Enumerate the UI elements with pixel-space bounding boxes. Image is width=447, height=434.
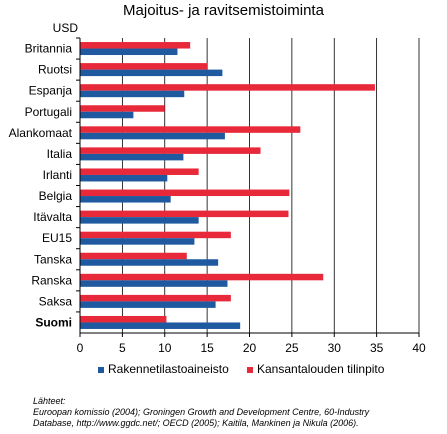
category-label: Ranska — [31, 273, 72, 287]
bar-chart: 0 5 10 15 20 25 30 35 40 USD Britannia Ruotsi Espanj… — [9, 21, 426, 376]
category-label: Itävalta — [33, 210, 72, 224]
category-label: Espanja — [29, 84, 73, 98]
x-tick-label: 30 — [328, 341, 342, 355]
category-label: Suomi — [35, 315, 72, 329]
bar-rakennetilastoaineisto — [80, 259, 219, 266]
bar-kansantalouden-tilinpito — [80, 168, 199, 175]
bar-kansantalouden-tilinpito — [80, 147, 261, 154]
category-label: Alankomaat — [9, 126, 73, 140]
bar-kansantalouden-tilinpito — [80, 231, 231, 239]
bar-rakennetilastoaineisto — [80, 174, 168, 182]
category-label: Belgia — [39, 189, 73, 203]
x-tick-label: 5 — [119, 341, 126, 355]
bar-rakennetilastoaineisto — [80, 132, 225, 140]
x-tick-label: 35 — [370, 341, 384, 355]
bar-kansantalouden-tilinpito — [80, 273, 324, 281]
bar-kansantalouden-tilinpito — [80, 252, 187, 260]
bar-rakennetilastoaineisto — [80, 69, 223, 77]
category-label: Tanska — [34, 252, 72, 266]
x-tick-label: 40 — [412, 341, 426, 355]
category-label: Irlanti — [43, 168, 72, 182]
bar-rakennetilastoaineisto — [80, 301, 216, 308]
sources-note: Lähteet: Euroopan komissio (2004); Groni… — [33, 396, 443, 429]
legend-label-kansantalouden-tilinpito: Kansantalouden tilinpito — [257, 362, 385, 376]
bar-kansantalouden-tilinpito — [80, 42, 191, 49]
legend-label-rakennetilastoaineisto: Rakennetilastoaineisto — [108, 362, 229, 376]
bar-rakennetilastoaineisto — [80, 238, 195, 245]
category-label: Britannia — [25, 42, 73, 56]
legend-swatch-kansantalouden-tilinpito — [247, 367, 253, 373]
bar-kansantalouden-tilinpito — [80, 294, 231, 302]
bar-rakennetilastoaineisto — [80, 280, 228, 287]
bar-rakennetilastoaineisto — [80, 90, 185, 98]
x-tick-label: 10 — [158, 341, 172, 355]
bar-kansantalouden-tilinpito — [80, 210, 289, 218]
sources-heading: Lähteet: — [33, 396, 66, 406]
x-tick-label: 15 — [200, 341, 214, 355]
bar-rakennetilastoaineisto — [80, 196, 171, 203]
x-tick-label: 20 — [243, 341, 257, 355]
category-label: Saksa — [39, 294, 73, 308]
x-tick-label: 25 — [285, 341, 299, 355]
bar-rakennetilastoaineisto — [80, 48, 178, 56]
chart-title: Majoitus- ja ravitsemistoiminta — [123, 2, 324, 19]
bar-rakennetilastoaineisto — [80, 322, 241, 329]
category-label: Ruotsi — [38, 63, 72, 77]
category-label: EU15 — [42, 231, 72, 245]
bar-rakennetilastoaineisto — [80, 111, 134, 119]
bar-rakennetilastoaineisto — [80, 217, 199, 224]
bar-kansantalouden-tilinpito — [80, 189, 290, 197]
unit-label: USD — [53, 21, 79, 35]
bar-kansantalouden-tilinpito — [80, 84, 375, 91]
bar-kansantalouden-tilinpito — [80, 315, 167, 323]
bar-rakennetilastoaineisto — [80, 153, 184, 161]
legend-swatch-rakennetilastoaineisto — [98, 367, 104, 373]
category-label: Portugali — [25, 105, 72, 119]
sources-line-1: Euroopan komissio (2004); Groningen Grow… — [33, 407, 370, 417]
sources-line-2: Database, http://www.ggdc.net/; OECD (20… — [33, 418, 359, 428]
x-tick-label: 0 — [77, 341, 84, 355]
bar-kansantalouden-tilinpito — [80, 126, 301, 133]
bar-kansantalouden-tilinpito — [80, 105, 165, 112]
bar-kansantalouden-tilinpito — [80, 63, 208, 70]
category-label: Italia — [47, 147, 73, 161]
